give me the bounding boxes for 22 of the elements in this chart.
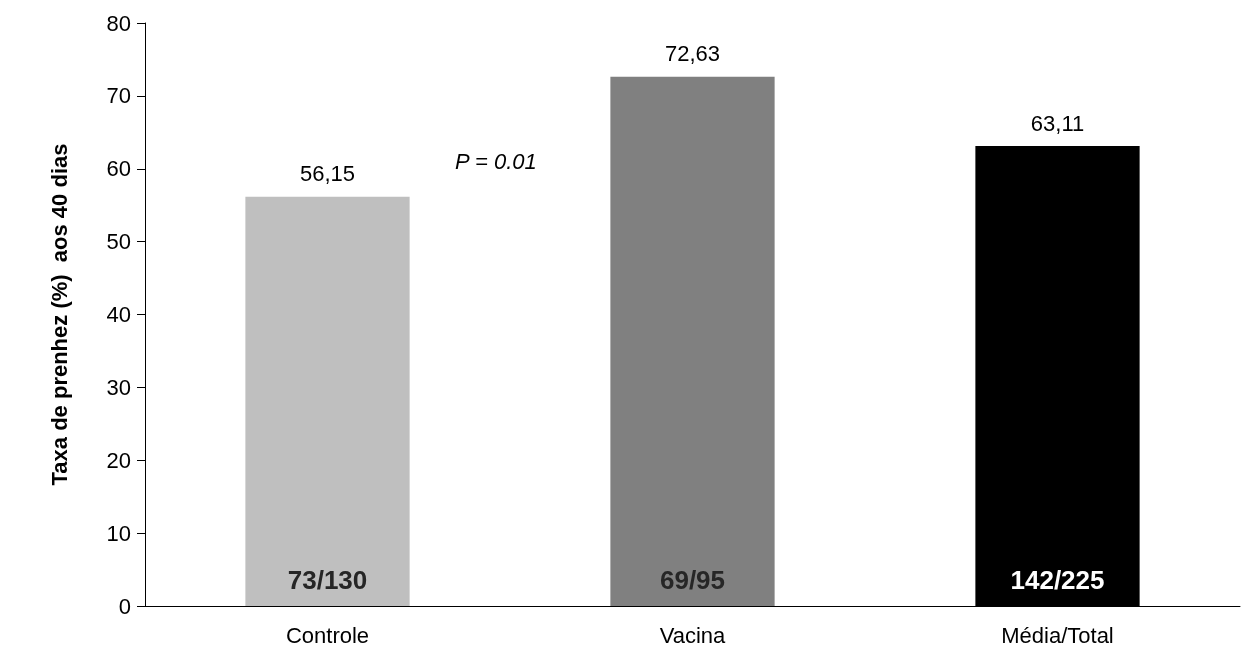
bar (245, 196, 410, 606)
data-label: 72,63 (664, 41, 721, 67)
y-tick-label: 60 (106, 156, 131, 182)
y-tick-label: 40 (106, 302, 131, 327)
y-tick-label: 70 (106, 83, 131, 109)
annotation: 69/95 (659, 565, 726, 595)
data-label: 63,11 (1030, 110, 1085, 136)
y-tick-label: 20 (106, 447, 131, 473)
x-tick-label: Média/Total (1001, 622, 1114, 648)
y-tick-label: 30 (106, 374, 131, 400)
bar (610, 76, 775, 606)
y-tick-label: 50 (106, 229, 131, 255)
annotation: 142/225 (1010, 565, 1105, 595)
y-axis-title: Taxa de prenhez (%) aos 40 dias (46, 143, 72, 486)
annotation: 73/130 (287, 565, 368, 595)
x-tick-label: Vacina (659, 622, 727, 648)
data-label: 56,15 (299, 161, 356, 187)
y-tick-label: 0 (118, 593, 131, 619)
annotation: P = 0.01 (455, 148, 537, 174)
x-tick-label: Controle (285, 622, 370, 648)
y-tick-label: 10 (106, 520, 131, 546)
y-tick-label: 80 (106, 10, 131, 36)
